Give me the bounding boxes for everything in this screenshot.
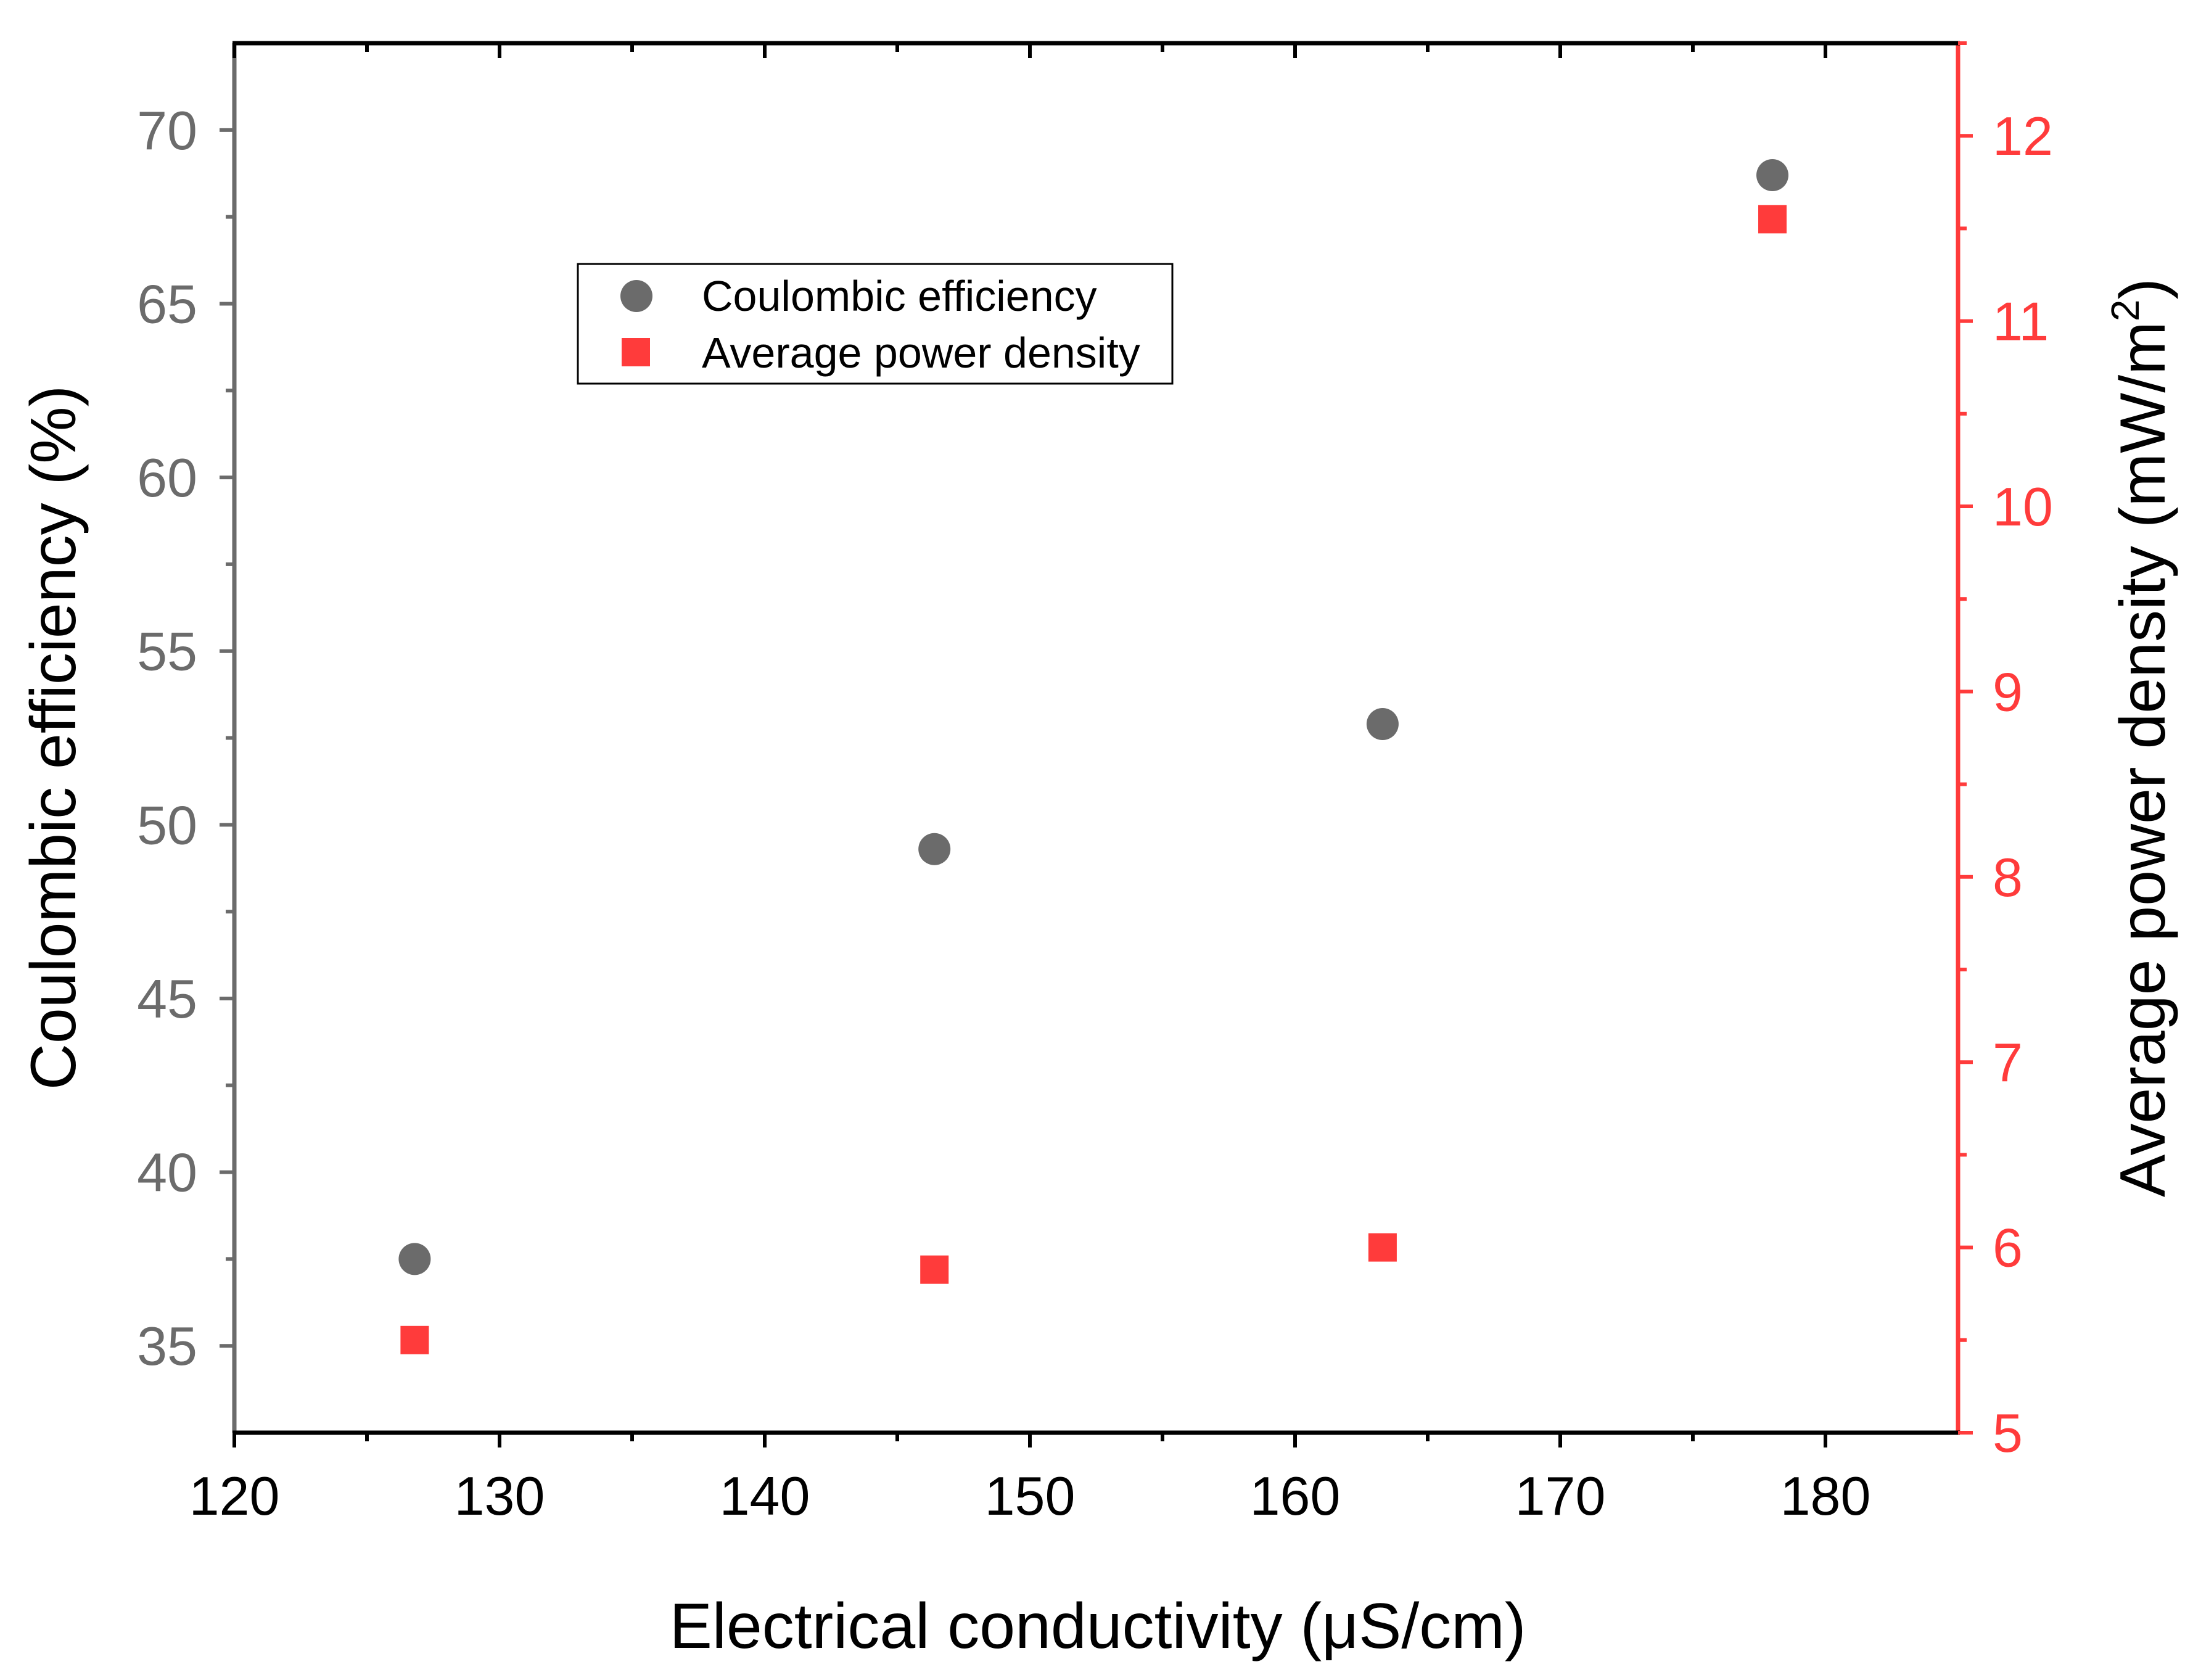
legend-box: [577, 263, 1174, 385]
x-tick-label: 160: [1250, 1465, 1341, 1526]
coulombic-efficiency-point: [398, 1243, 431, 1275]
coulombic-efficiency-point: [1756, 159, 1788, 192]
legend-marker-coulombic: [620, 280, 652, 312]
legend: Coulombic efficiency Average power densi…: [577, 263, 1174, 385]
left-y-tick-label: 35: [137, 1316, 197, 1377]
x-tick-label: 150: [985, 1465, 1076, 1526]
coulombic-efficiency-point: [918, 833, 951, 865]
power-density-point: [1758, 205, 1787, 234]
right-y-tick-label: 7: [1993, 1032, 2023, 1093]
legend-label-power: Average power density: [702, 329, 1140, 377]
left-y-tick-label: 70: [137, 100, 197, 161]
x-tick-label: 130: [455, 1465, 545, 1526]
x-tick-label: 120: [189, 1465, 280, 1526]
right-y-tick-label: 12: [1993, 105, 2053, 167]
right-y-tick-label: 8: [1993, 847, 2023, 908]
right-y-tick-label: 11: [1993, 291, 2049, 352]
left-y-axis-title: Coulombic efficiency (%): [18, 385, 89, 1090]
right-y-tick-label: 5: [1993, 1402, 2023, 1464]
left-y-tick-label: 60: [137, 447, 197, 508]
x-axis-ticks: 120 130 140 150 160 170 180: [189, 43, 1871, 1526]
coulombic-efficiency-point: [1366, 707, 1399, 740]
right-y-axis-ticks: 5 6 7 8 9 10 11 12: [1958, 41, 2053, 1464]
legend-label-coulombic: Coulombic efficiency: [702, 272, 1097, 320]
right-y-tick-label: 6: [1993, 1217, 2023, 1279]
power-density-point: [400, 1325, 429, 1354]
left-y-tick-label: 40: [137, 1142, 197, 1203]
left-y-tick-label: 50: [137, 794, 197, 855]
right-y-axis-title-superscript: 2: [2103, 300, 2147, 322]
right-y-tick-label: 10: [1993, 476, 2053, 537]
right-y-tick-label: 9: [1993, 661, 2023, 722]
right-y-axis-title-close: ): [2107, 278, 2179, 300]
left-y-axis-ticks: 35 40 45 50 55 60 65 70: [137, 100, 234, 1377]
left-y-tick-label: 65: [137, 273, 197, 334]
left-y-tick-label: 55: [137, 621, 197, 682]
power-density-point: [920, 1255, 949, 1284]
right-y-axis-title-main: Average power density (mW/m: [2107, 321, 2179, 1197]
power-density-point: [1368, 1233, 1397, 1262]
x-tick-label: 140: [720, 1465, 810, 1526]
legend-marker-power: [622, 338, 650, 366]
data-points: [398, 159, 1788, 1354]
x-tick-label: 170: [1515, 1465, 1606, 1526]
x-axis-title: Electrical conductivity (μS/cm): [669, 1591, 1526, 1662]
right-y-axis-title: Average power density (mW/m2): [2103, 278, 2179, 1197]
x-tick-label: 180: [1780, 1465, 1871, 1526]
left-y-tick-label: 45: [137, 968, 197, 1029]
